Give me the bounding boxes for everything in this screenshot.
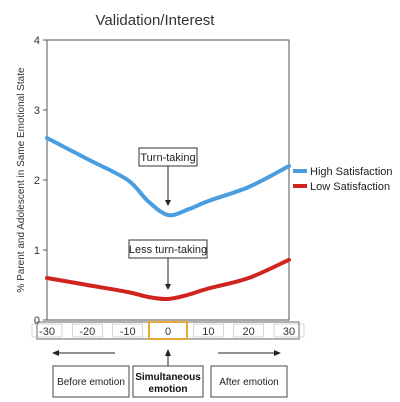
simultaneous-label-line1: Simultaneous [135, 372, 201, 383]
legend-label-0: High Satisfaction [310, 166, 393, 178]
phase-indicators: Before emotion Simultaneous emotion Afte… [52, 349, 288, 398]
simultaneous-box [132, 365, 204, 398]
series-layer [45, 136, 291, 302]
after-arrowhead [274, 350, 281, 356]
after-box [210, 365, 288, 398]
x-tick-box [72, 323, 103, 338]
x-axis-ticks: -30 -20 -10 0 10 20 30 [31, 321, 305, 340]
y-tick-label: 3 [34, 105, 40, 117]
x-tick-box [193, 323, 224, 338]
legend: High Satisfaction Low Satisfaction [293, 166, 393, 193]
x-tick-box [273, 323, 305, 338]
x-tick-highlight-box [148, 321, 188, 340]
x-tick-label: 20 [243, 326, 255, 338]
x-tick-box [31, 323, 63, 338]
x-tick-label: 10 [202, 326, 214, 338]
chart-title: Validation/Interest [96, 12, 216, 29]
x-tick-label: -10 [120, 326, 136, 338]
annotation-arrowhead-1 [165, 284, 171, 290]
y-tick-label: 1 [34, 245, 40, 257]
before-box [52, 365, 130, 398]
x-tick-box [233, 323, 264, 338]
y-axis-ticks: 0 1 2 3 4 [34, 35, 47, 327]
x-tick-box [112, 323, 143, 338]
y-axis-label: % Parent and Adolescent in Same Emotiona… [16, 67, 27, 293]
before-arrowhead [52, 350, 59, 356]
simultaneous-label-line2: emotion [149, 384, 188, 395]
series-line-1 [45, 257, 291, 302]
series-line-0 [45, 136, 291, 218]
annotation-label-1: Less turn-taking [129, 244, 207, 256]
x-tick-label: 0 [165, 326, 171, 338]
annotation-label-0: Turn-taking [140, 152, 195, 164]
simultaneous-arrowhead [165, 349, 171, 356]
y-tick-label: 2 [34, 175, 40, 187]
before-label: Before emotion [57, 377, 125, 388]
legend-label-1: Low Satisfaction [310, 181, 390, 193]
y-tick-label: 4 [34, 35, 40, 47]
after-label: After emotion [219, 377, 278, 388]
x-tick-label: -30 [39, 326, 55, 338]
annotation-arrowhead-0 [165, 200, 171, 206]
x-tick-label: -20 [79, 326, 95, 338]
y-tick-label: 0 [34, 315, 40, 327]
x-tick-label: 30 [283, 326, 295, 338]
annotation-layer: Turn-taking Less turn-taking [128, 147, 208, 290]
